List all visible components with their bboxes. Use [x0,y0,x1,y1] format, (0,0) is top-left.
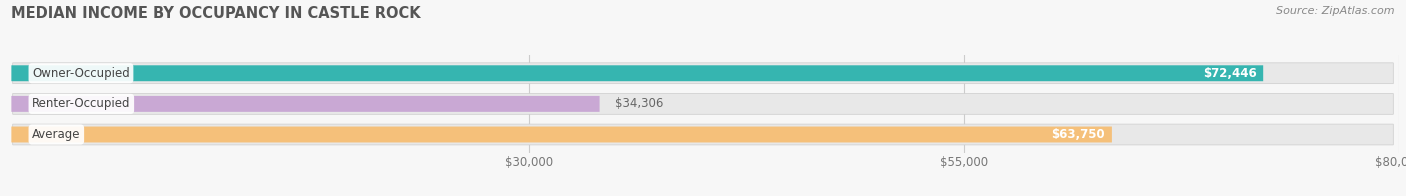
Text: $63,750: $63,750 [1052,128,1105,141]
FancyBboxPatch shape [13,124,1393,145]
Text: MEDIAN INCOME BY OCCUPANCY IN CASTLE ROCK: MEDIAN INCOME BY OCCUPANCY IN CASTLE ROC… [11,6,420,21]
FancyBboxPatch shape [11,96,599,112]
Text: Source: ZipAtlas.com: Source: ZipAtlas.com [1277,6,1395,16]
Text: $34,306: $34,306 [614,97,664,110]
Text: Renter-Occupied: Renter-Occupied [32,97,131,110]
FancyBboxPatch shape [13,93,1393,114]
Text: Average: Average [32,128,80,141]
Text: Owner-Occupied: Owner-Occupied [32,67,129,80]
FancyBboxPatch shape [13,63,1393,84]
Text: $72,446: $72,446 [1202,67,1257,80]
FancyBboxPatch shape [11,65,1263,81]
FancyBboxPatch shape [11,127,1112,142]
